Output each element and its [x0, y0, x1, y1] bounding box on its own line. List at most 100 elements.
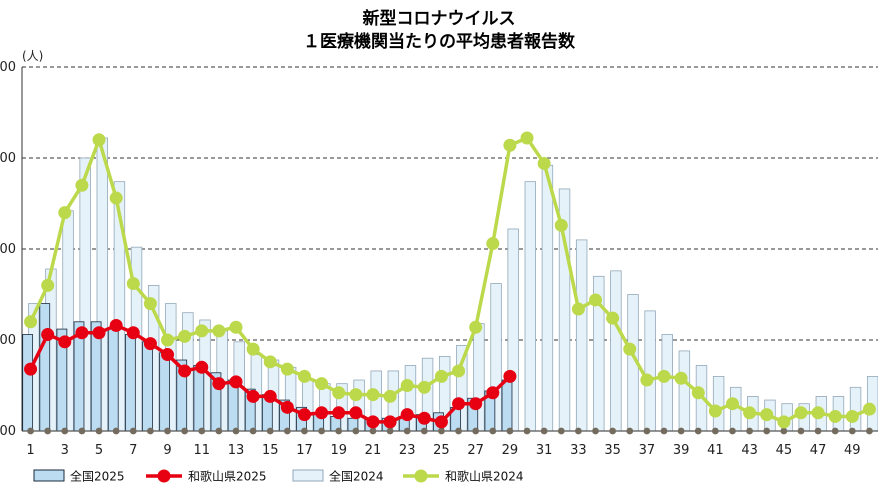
- bar-national-2025: [39, 303, 51, 432]
- bar-national-2025: [142, 341, 153, 432]
- bars-national-2024: [28, 137, 878, 432]
- legend-national-2025-swatch: [33, 469, 65, 482]
- point-wakayama-2024: [794, 406, 808, 420]
- x-tick-label: 1: [26, 443, 34, 458]
- bar-national-2024: [644, 310, 656, 432]
- x-axis-tick-dot: [489, 427, 497, 435]
- point-wakayama-2024: [845, 409, 859, 423]
- x-tick-label: 31: [536, 443, 553, 458]
- point-wakayama-2024: [349, 388, 363, 402]
- x-tick-label: 7: [129, 443, 137, 458]
- point-wakayama-2024: [92, 133, 106, 147]
- x-axis-tick-dot: [403, 427, 411, 435]
- x-tick-label: 3: [61, 443, 69, 458]
- point-wakayama-2024: [623, 342, 637, 356]
- point-wakayama-2025: [126, 326, 140, 340]
- x-tick-label: 15: [262, 443, 279, 458]
- point-wakayama-2024: [828, 409, 842, 423]
- y-axis-unit-label: (人): [22, 49, 43, 63]
- point-wakayama-2024: [109, 191, 123, 205]
- x-axis-tick-dot: [848, 427, 856, 435]
- x-tick-label: 13: [228, 443, 245, 458]
- x-axis-tick-dot: [335, 427, 343, 435]
- bar-national-2024: [524, 181, 536, 432]
- legend-wakayama-2024-swatch-dot: [414, 469, 428, 483]
- x-axis-tick-dot: [44, 427, 52, 435]
- point-wakayama-2024: [41, 278, 55, 292]
- x-axis-tick-dot: [198, 427, 206, 435]
- x-tick-label: 33: [570, 443, 587, 458]
- point-wakayama-2024: [725, 397, 739, 411]
- point-wakayama-2024: [75, 178, 89, 192]
- x-tick-label: 45: [776, 443, 793, 458]
- chart-title: 新型コロナウイルス １医療機関当たりの平均患者報告数: [0, 8, 878, 54]
- x-axis-tick-dot: [455, 427, 462, 435]
- bar-national-2024: [575, 239, 588, 432]
- y-tick-label: 15.00: [0, 151, 16, 166]
- x-axis-tick-dot: [318, 427, 325, 435]
- bar-national-2025: [125, 334, 136, 432]
- point-wakayama-2024: [862, 402, 876, 416]
- bar-national-2024: [712, 375, 725, 432]
- point-wakayama-2025: [229, 375, 243, 389]
- x-axis-tick-dot: [147, 427, 154, 435]
- point-wakayama-2024: [606, 311, 620, 325]
- x-tick-label: 41: [707, 443, 724, 458]
- point-wakayama-2024: [366, 388, 380, 402]
- x-axis-tick-dot: [797, 427, 805, 435]
- x-axis-tick-dot: [472, 427, 480, 435]
- point-wakayama-2025: [503, 369, 517, 383]
- bar-national-2024: [610, 270, 622, 432]
- point-wakayama-2025: [469, 397, 483, 411]
- point-wakayama-2025: [143, 337, 157, 351]
- chart-title-line1: 新型コロナウイルス: [362, 9, 516, 29]
- x-tick-label: 9: [163, 443, 171, 458]
- x-axis-tick-dot: [711, 427, 719, 435]
- x-axis-tick-dot: [61, 427, 69, 435]
- point-wakayama-2024: [246, 342, 260, 356]
- point-wakayama-2025: [434, 415, 448, 429]
- x-axis-tick-dot: [112, 427, 120, 435]
- point-wakayama-2025: [195, 360, 209, 374]
- x-axis-tick-dot: [763, 427, 771, 435]
- point-wakayama-2024: [143, 297, 157, 311]
- x-axis-tick-dot: [232, 427, 240, 435]
- x-axis-tick-dot: [626, 427, 634, 435]
- x-axis-tick-dot: [866, 427, 873, 435]
- point-wakayama-2024: [691, 386, 705, 400]
- point-wakayama-2025: [332, 406, 346, 420]
- x-axis-tick-dot: [386, 427, 394, 435]
- point-wakayama-2025: [315, 406, 329, 420]
- x-axis-tick-dot: [643, 427, 651, 435]
- point-wakayama-2025: [75, 326, 89, 340]
- point-wakayama-2024: [126, 277, 140, 291]
- point-wakayama-2024: [760, 408, 774, 422]
- point-wakayama-2024: [400, 379, 414, 392]
- x-tick-label: 23: [399, 443, 416, 458]
- x-axis-tick-dot: [352, 427, 360, 435]
- x-axis-tick-dot: [746, 427, 753, 435]
- x-axis-baseline: [22, 427, 878, 435]
- point-wakayama-2025: [366, 415, 380, 429]
- point-wakayama-2024: [571, 302, 585, 316]
- bar-national-2024: [849, 386, 862, 432]
- point-wakayama-2024: [674, 371, 688, 385]
- chart-title-line2: １医療機関当たりの平均患者報告数: [303, 32, 575, 52]
- point-wakayama-2024: [452, 364, 466, 378]
- point-wakayama-2024: [520, 131, 534, 145]
- x-axis-tick-dot: [438, 427, 445, 435]
- x-tick-label: 39: [673, 443, 690, 458]
- x-tick-label: 29: [502, 443, 519, 458]
- point-wakayama-2025: [280, 400, 294, 414]
- x-tick-label: 19: [330, 443, 347, 458]
- point-wakayama-2024: [178, 329, 192, 343]
- x-axis-tick-dot: [249, 427, 257, 435]
- x-axis-tick-dot: [592, 427, 599, 435]
- x-axis-tick-dot: [215, 427, 223, 435]
- x-axis-tick-dot: [557, 427, 565, 435]
- point-wakayama-2025: [400, 408, 414, 422]
- point-wakayama-2024: [58, 206, 72, 220]
- x-tick-label: 37: [639, 443, 656, 458]
- x-tick-label: 43: [741, 443, 758, 458]
- legend-wakayama-2025-label: 和歌山県2025: [188, 469, 267, 484]
